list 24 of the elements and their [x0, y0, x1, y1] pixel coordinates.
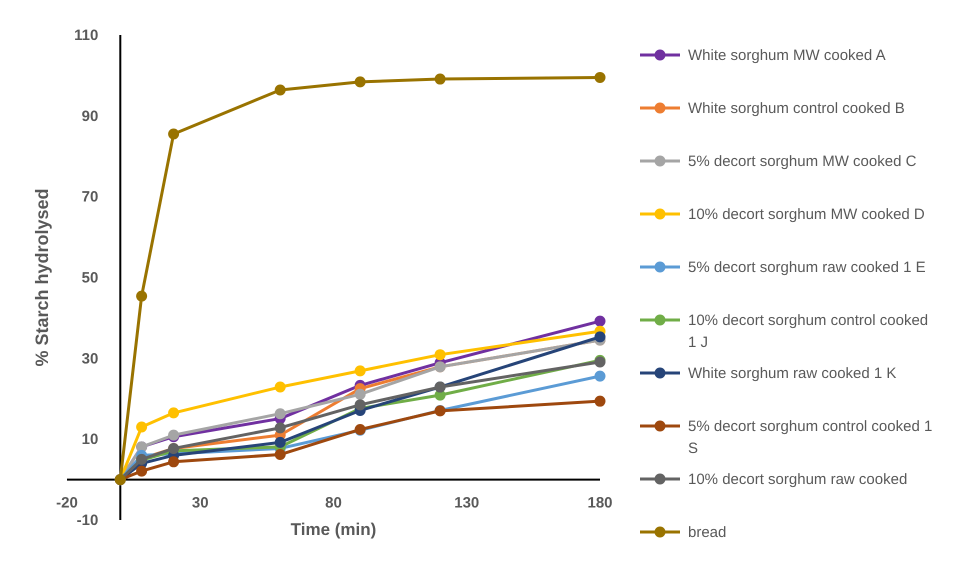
legend-label: White sorghum raw cooked 1 K — [688, 365, 896, 382]
x-tick-label: 130 — [454, 494, 480, 512]
legend-label: White sorghum MW cooked A — [688, 47, 886, 64]
y-tick-label: 10 — [82, 431, 98, 448]
legend-label: 10% decort sorghum MW cooked D — [688, 206, 925, 223]
x-tick-label: 30 — [192, 494, 209, 512]
y-tick-label: 90 — [82, 108, 98, 125]
x-tick-label: -20 — [56, 494, 78, 512]
x-tick-label: 80 — [325, 494, 342, 512]
y-tick-label: -10 — [76, 512, 98, 529]
x-axis-title: Time (min) — [290, 520, 376, 539]
y-tick-label: 110 — [74, 27, 98, 44]
legend-label: 10% decort sorghum raw cooked — [688, 471, 908, 488]
y-tick-label: 70 — [82, 188, 98, 206]
legend-label: 5% decort sorghum MW cooked C — [688, 153, 917, 170]
y-tick-label: 30 — [82, 350, 98, 368]
legend-label: 5% decort sorghum raw cooked 1 E — [688, 259, 926, 276]
x-tick-label: 180 — [587, 494, 613, 512]
y-tick-label: 50 — [82, 270, 98, 286]
legend-label: bread — [688, 524, 726, 541]
legend-label: 10% decort sorghum control cooked 1 J — [688, 312, 928, 351]
y-axis-title: % Starch hydrolysed — [32, 188, 52, 367]
legend-label: 5% decort sorghum control cooked 1 S — [688, 418, 932, 457]
legend-label: White sorghum control cooked B — [688, 100, 905, 117]
